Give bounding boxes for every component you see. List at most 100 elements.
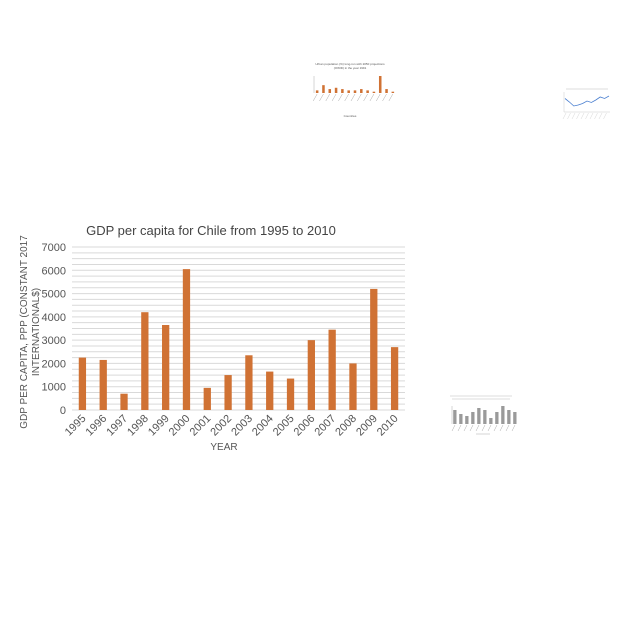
thumb-tick (350, 93, 356, 102)
x-tick-label: 2007 (312, 413, 338, 439)
main-chart: GDP per capita for Chile from 1995 to 20… (19, 223, 405, 453)
thumb-tick (499, 424, 504, 432)
thumb-tick (598, 112, 603, 120)
y-tick-label: 7000 (42, 242, 66, 254)
thumbnail-title: Urban population (%) long-run with 2050 … (315, 62, 385, 70)
x-tick-label: 1997 (104, 413, 130, 439)
thumb-bar (328, 89, 332, 93)
thumb-tick (344, 93, 349, 102)
thumb-bar (322, 85, 325, 93)
bar-1997 (120, 393, 128, 410)
thumb-bar (477, 408, 481, 424)
thumb-tick (594, 112, 598, 120)
thumb-bar (471, 412, 475, 424)
bar-2002 (224, 375, 232, 410)
x-axis-label: YEAR (210, 442, 237, 453)
thumb-tick (475, 424, 480, 432)
thumb-bar (341, 89, 344, 93)
thumb-tick (457, 424, 462, 432)
chart-title: GDP per capita for Chile from 1995 to 20… (86, 223, 336, 238)
thumb-tick (312, 93, 318, 102)
x-tick-label: 2002 (208, 413, 234, 439)
x-tick-label: 2009 (354, 413, 380, 439)
thumb-bar (347, 90, 350, 93)
x-tick-label: 2000 (167, 413, 193, 439)
thumb-bar (483, 410, 487, 424)
bar-2009 (370, 288, 378, 410)
thumb-tick (585, 112, 589, 120)
x-tick-label: 2004 (250, 413, 276, 439)
bar-2007 (328, 329, 336, 410)
bar-1998 (141, 312, 149, 410)
thumb-bar (334, 87, 338, 93)
thumb-tick (369, 93, 375, 102)
thumb-bar (513, 412, 517, 424)
thumb-tick (338, 93, 343, 102)
thumbnail-chart-line[interactable] (556, 86, 612, 122)
x-tick-label: 2006 (292, 413, 318, 439)
thumb-bar (453, 410, 457, 424)
thumb-tick (505, 424, 510, 432)
x-tick-label: 1999 (146, 413, 172, 439)
x-tick-label: 2010 (375, 413, 401, 439)
thumb-tick (463, 424, 468, 432)
thumb-tick (567, 112, 571, 120)
bar-2006 (307, 340, 315, 410)
y-axis-label-line1: GDP PER CAPITA, PPP (CONSTANT 2017 (19, 235, 30, 429)
thumb-tick (325, 93, 330, 102)
thumb-tick (376, 93, 381, 102)
thumb-tick (388, 93, 394, 102)
x-tick-label: 2008 (333, 413, 359, 439)
y-tick-label: 5000 (42, 289, 66, 301)
thumb-bar (495, 412, 499, 424)
thumb-bar (501, 406, 505, 424)
thumb-bar (366, 90, 369, 93)
y-tick-label: 2000 (42, 358, 66, 370)
thumb-bar (465, 416, 469, 424)
thumb-tick (357, 93, 362, 102)
thumb-tick (487, 424, 492, 432)
thumb-tick (493, 424, 498, 432)
thumb-tick (363, 93, 368, 102)
x-tick-label: 2005 (271, 413, 297, 439)
thumb-series-line (564, 95, 610, 107)
thumbnail-chart-urban-population[interactable]: Urban population (%) long-run with 2050 … (300, 60, 400, 120)
thumb-bar (385, 89, 388, 93)
bar-1999 (162, 325, 170, 410)
thumb-bar (353, 90, 357, 93)
thumb-tick (481, 424, 486, 432)
bar-2005 (286, 378, 295, 410)
x-tick-label: 1995 (63, 413, 89, 439)
thumb-tick (580, 112, 585, 120)
y-tick-label: 1000 (42, 382, 66, 394)
bar-1995 (78, 357, 87, 410)
thumb-tick (562, 112, 567, 120)
thumb-tick (589, 112, 594, 120)
x-tick-label: 2003 (229, 413, 255, 439)
thumb-bar (459, 414, 463, 424)
thumb-bar (372, 91, 376, 93)
thumb-bar (360, 89, 363, 93)
y-axis-label-line2: INTERNATIONAL$) (31, 288, 42, 376)
thumbnail-xlabel: Countries (343, 114, 357, 118)
thumbnail-chart-gray-bars[interactable] (440, 392, 520, 438)
thumb-bar (489, 418, 493, 424)
thumb-bar (391, 91, 395, 93)
thumb-tick (571, 112, 576, 120)
thumb-tick (331, 93, 337, 102)
thumb-bar (315, 90, 319, 93)
y-tick-label: 3000 (42, 335, 66, 347)
y-tick-label: 6000 (42, 265, 66, 277)
thumb-tick (451, 424, 456, 432)
thumb-tick (603, 112, 607, 120)
x-tick-label: 2001 (188, 413, 214, 439)
thumb-tick (511, 424, 516, 432)
y-tick-label: 0 (60, 405, 66, 417)
bar-2003 (245, 355, 253, 410)
bar-2004 (266, 371, 274, 410)
bar-1996 (99, 359, 107, 410)
thumb-tick (319, 93, 324, 102)
thumb-tick (576, 112, 580, 120)
bar-2008 (349, 363, 357, 410)
bar-2000 (182, 269, 191, 410)
